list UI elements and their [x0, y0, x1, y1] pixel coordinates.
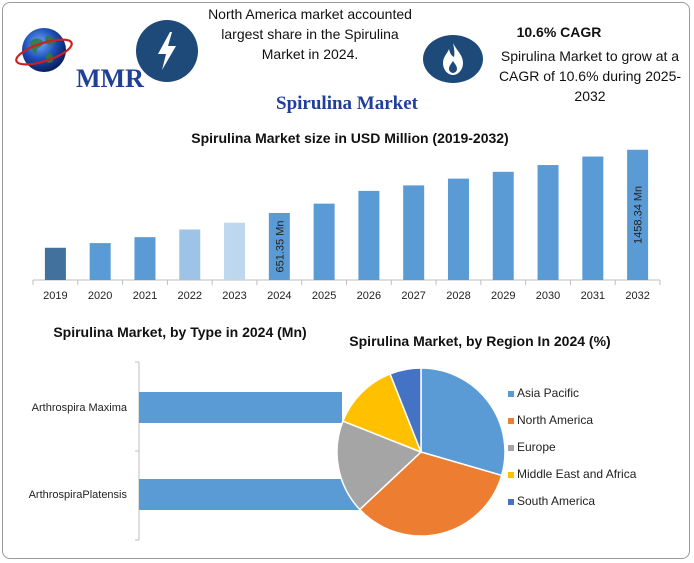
legend-swatch: [508, 499, 514, 505]
bar-2029: [492, 171, 514, 280]
type-label-0: Arthrospira Maxima: [32, 402, 128, 414]
legend-label: Asia Pacific: [517, 386, 580, 400]
x-tick-label-2030: 2030: [536, 290, 560, 302]
x-tick-label-2029: 2029: [491, 290, 515, 302]
x-tick-label-2026: 2026: [357, 290, 381, 302]
x-tick-label-2021: 2021: [133, 290, 157, 302]
mmr-logo: MMR: [14, 22, 144, 93]
bar-2026: [358, 190, 380, 280]
pie-slice-europe: [336, 420, 423, 511]
globe-icon: [15, 28, 73, 72]
flame-icon: [423, 35, 483, 83]
x-tick-label-2023: 2023: [222, 290, 246, 302]
bar-2028: [447, 178, 469, 280]
legend-label: South America: [517, 494, 596, 508]
x-tick-label-2032: 2032: [625, 290, 649, 302]
bar-2023: [224, 222, 246, 280]
type-label-1: ArthrospiraPlatensis: [29, 489, 128, 501]
market-size-chart-title: Spirulina Market size in USD Million (20…: [191, 130, 509, 146]
bar-2019: [44, 247, 66, 280]
bar-2024: [268, 212, 290, 280]
legend-swatch: [508, 391, 514, 397]
x-tick-label-2019: 2019: [43, 290, 67, 302]
region-chart-title: Spirulina Market, by Region In 2024 (%): [349, 333, 611, 349]
data-label-2032: 1458.34 Mn: [633, 186, 645, 244]
main-title: Spirulina Market: [276, 93, 418, 114]
bar-2025: [313, 203, 335, 280]
lightning-bolt-icon: [136, 20, 198, 82]
cagr-text: Spirulina Market to grow at a CAGR of 10…: [498, 48, 682, 104]
legend-label: North America: [517, 413, 594, 427]
logo-text: MMR: [76, 64, 144, 93]
bar-2030: [537, 165, 559, 280]
legend-swatch: [508, 445, 514, 451]
bar-2031: [582, 156, 604, 280]
bar-2027: [403, 185, 425, 280]
x-tick-label-2024: 2024: [267, 290, 291, 302]
x-tick-label-2028: 2028: [446, 290, 470, 302]
type-chart-title: Spirulina Market, by Type in 2024 (Mn): [53, 324, 307, 340]
x-tick-label-2020: 2020: [88, 290, 112, 302]
legend-label: Europe: [517, 440, 556, 454]
legend-swatch: [508, 472, 514, 478]
cagr-title: 10.6% CAGR: [516, 24, 602, 40]
bar-2020: [89, 243, 111, 280]
x-tick-label-2027: 2027: [401, 290, 425, 302]
x-tick-label-2025: 2025: [312, 290, 336, 302]
bar-2032: [627, 149, 649, 280]
legend-swatch: [508, 418, 514, 424]
pie-slice-asia-pacific: [420, 367, 506, 477]
pie-slice-middle-east-and-africa: [341, 372, 423, 454]
bar-2021: [134, 237, 156, 280]
x-tick-label-2022: 2022: [178, 290, 202, 302]
pie-slice-south-america: [389, 367, 422, 453]
header-left-text: North America market accounted largest s…: [208, 6, 412, 62]
data-label-2024: 651.35 Mn: [274, 220, 286, 272]
bar-2022: [179, 229, 201, 280]
legend-label: Middle East and Africa: [517, 467, 637, 481]
type-bar-0: [139, 392, 342, 423]
x-tick-label-2031: 2031: [581, 290, 605, 302]
pie-slice-north-america: [358, 451, 503, 537]
